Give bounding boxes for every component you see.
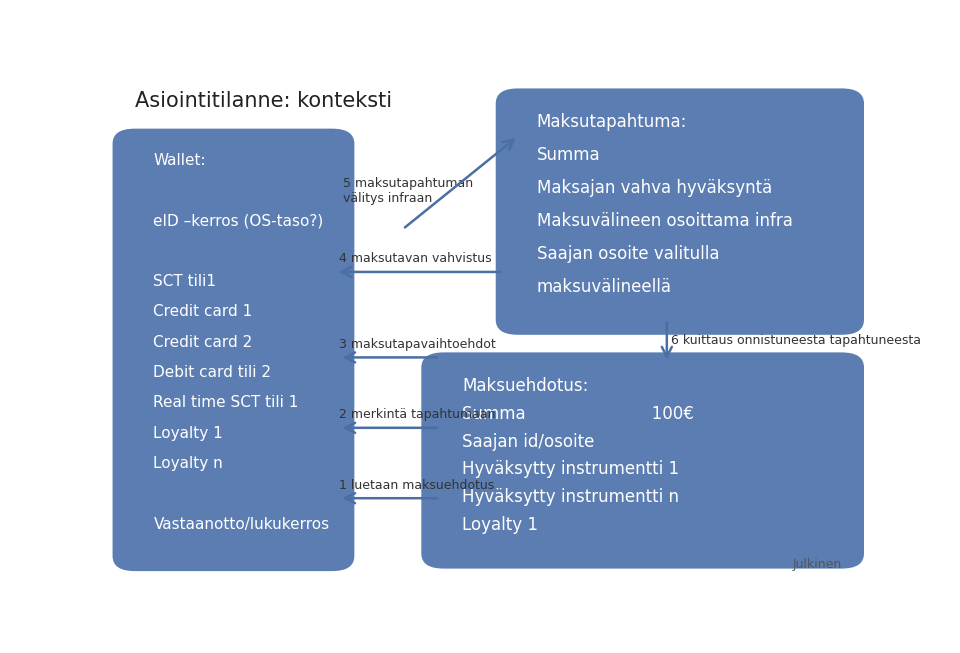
Text: 1 luetaan maksuehdotus: 1 luetaan maksuehdotus	[340, 479, 494, 492]
Text: Summa: Summa	[537, 146, 600, 163]
Text: Wallet:: Wallet:	[154, 153, 206, 168]
Text: 3 maksutapavaihtoehdot: 3 maksutapavaihtoehdot	[340, 338, 496, 351]
Text: Maksajan vahva hyväksyntä: Maksajan vahva hyväksyntä	[537, 178, 772, 197]
Text: Asiointitilanne: konteksti: Asiointitilanne: konteksti	[134, 91, 392, 111]
Text: Loyalty 1: Loyalty 1	[154, 426, 224, 441]
Text: Loyalty n: Loyalty n	[154, 456, 224, 471]
Text: 6 kuittaus onnistuneesta tapahtuneesta: 6 kuittaus onnistuneesta tapahtuneesta	[670, 334, 921, 347]
Text: Real time SCT tili 1: Real time SCT tili 1	[154, 395, 299, 410]
Text: Saajan id/osoite: Saajan id/osoite	[463, 432, 594, 451]
Text: SCT tili1: SCT tili1	[154, 274, 216, 289]
Text: 2 merkintä tapahtumaan: 2 merkintä tapahtumaan	[340, 408, 496, 421]
Text: Saajan osoite valitulla: Saajan osoite valitulla	[537, 245, 719, 263]
Text: Credit card 1: Credit card 1	[154, 304, 252, 319]
Text: Julkinen: Julkinen	[792, 558, 842, 571]
Text: 5 maksutapahtuman
välitys infraan: 5 maksutapahtuman välitys infraan	[344, 178, 473, 206]
Text: Maksuehdotus:: Maksuehdotus:	[463, 377, 588, 394]
Text: Maksutapahtuma:: Maksutapahtuma:	[537, 112, 687, 131]
FancyBboxPatch shape	[112, 129, 354, 571]
FancyBboxPatch shape	[495, 88, 864, 335]
Text: Debit card tili 2: Debit card tili 2	[154, 365, 272, 380]
FancyBboxPatch shape	[421, 353, 864, 569]
Text: Vastaanotto/lukukerros: Vastaanotto/lukukerros	[154, 517, 329, 532]
Text: 4 maksutavan vahvistus: 4 maksutavan vahvistus	[340, 253, 492, 265]
Text: Credit card 2: Credit card 2	[154, 335, 252, 350]
Text: Hyväksytty instrumentti n: Hyväksytty instrumentti n	[463, 488, 680, 507]
Text: Hyväksytty instrumentti 1: Hyväksytty instrumentti 1	[463, 460, 680, 479]
Text: Loyalty 1: Loyalty 1	[463, 517, 539, 534]
Text: Summa                        100€: Summa 100€	[463, 404, 694, 422]
Text: eID –kerros (OS-taso?): eID –kerros (OS-taso?)	[154, 214, 324, 229]
Text: Maksuvälineen osoittama infra: Maksuvälineen osoittama infra	[537, 212, 793, 230]
Text: maksuvälineellä: maksuvälineellä	[537, 278, 672, 296]
